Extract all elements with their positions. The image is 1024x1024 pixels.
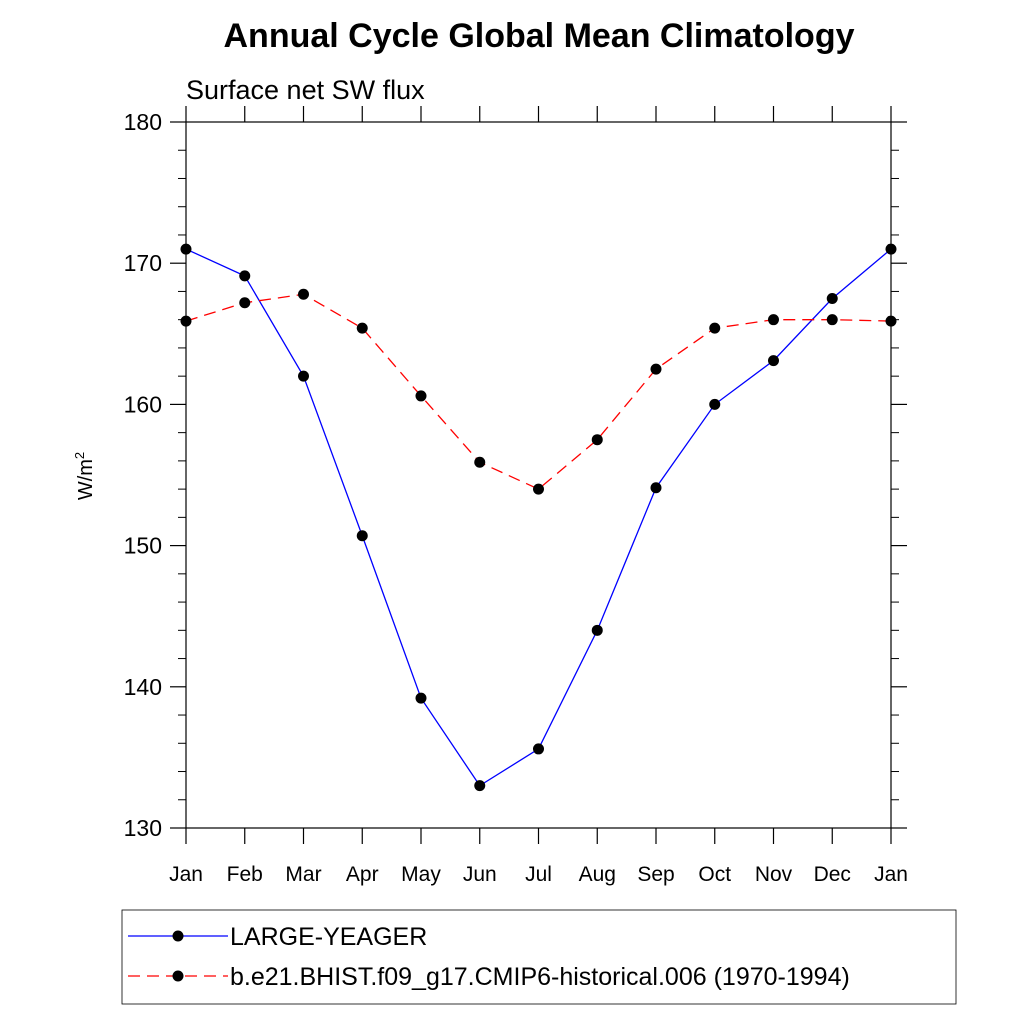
x-tick-label: Nov	[755, 863, 793, 886]
legend-marker-2	[172, 970, 184, 982]
y-tick-label: 130	[124, 815, 162, 841]
series-line-2	[185, 293, 892, 490]
series-1-point	[474, 780, 486, 792]
x-tick-label: Aug	[579, 863, 616, 886]
y-axis-label-text: W/m	[75, 459, 97, 500]
y-axis-label: W/m2	[72, 452, 97, 500]
series-2-point	[885, 315, 897, 327]
series-2-point	[474, 456, 486, 468]
series-group	[180, 243, 897, 792]
x-tick-label: May	[401, 863, 441, 886]
series-2-point	[650, 363, 662, 375]
x-tick-label: Feb	[227, 863, 263, 886]
series-1-point	[415, 692, 427, 704]
series-2-point	[768, 314, 779, 326]
y-tick-label: 180	[124, 109, 162, 135]
legend-marker-1	[172, 930, 184, 942]
series-1-point	[298, 370, 309, 382]
x-tick-label: Dec	[814, 863, 851, 886]
series-1-point	[826, 293, 838, 304]
x-tick-label: Oct	[698, 863, 731, 886]
y-axis-label-superscript: 2	[72, 452, 87, 459]
chart-subtitle: Surface net SW flux	[186, 75, 425, 105]
x-tick-label: Jan	[169, 863, 203, 886]
x-tick-label: Sep	[637, 863, 674, 886]
series-1-point	[885, 243, 897, 255]
chart-title: Annual Cycle Global Mean Climatology	[224, 17, 855, 55]
series-1-point	[709, 398, 721, 410]
x-tick-label: Apr	[346, 863, 379, 886]
legend-label-1: LARGE-YEAGER	[230, 923, 427, 951]
y-tick-label: 170	[124, 250, 162, 276]
series-2-point	[298, 288, 309, 300]
series-2-point	[415, 390, 427, 402]
x-tick-label: Jan	[874, 863, 908, 886]
series-2-point	[356, 322, 368, 334]
series-line-1	[185, 248, 892, 787]
series-1-point	[650, 482, 662, 494]
series-2-point	[826, 314, 838, 326]
y-tick-label: 150	[124, 533, 162, 559]
series-2-point	[180, 315, 192, 327]
plot-frame	[185, 121, 892, 829]
x-tick-label: Mar	[285, 863, 321, 886]
legend-box	[121, 909, 957, 1005]
legend: LARGE-YEAGER b.e21.BHIST.f09_g17.CMIP6-hi…	[121, 909, 957, 1005]
series-1-point	[591, 624, 603, 636]
series-1-point	[768, 355, 779, 367]
series-2-point	[239, 297, 251, 309]
series-1-point	[356, 530, 368, 542]
y-tick-label: 140	[124, 674, 162, 700]
series-2-point	[533, 483, 544, 495]
series-2-point	[591, 434, 603, 446]
series-1-point	[239, 270, 251, 282]
x-tick-label: Jun	[463, 863, 497, 886]
y-tick-label: 160	[124, 391, 162, 417]
series-2-point	[709, 322, 721, 334]
legend-label-2: b.e21.BHIST.f09_g17.CMIP6-historical.006…	[230, 963, 850, 991]
series-1-point	[180, 243, 192, 255]
x-tick-label: Jul	[525, 863, 552, 886]
series-1-point	[533, 743, 544, 755]
axis-group: 130 140 150 160 170 180 Jan Feb Mar Apr May Jun Jul A…	[124, 106, 908, 886]
